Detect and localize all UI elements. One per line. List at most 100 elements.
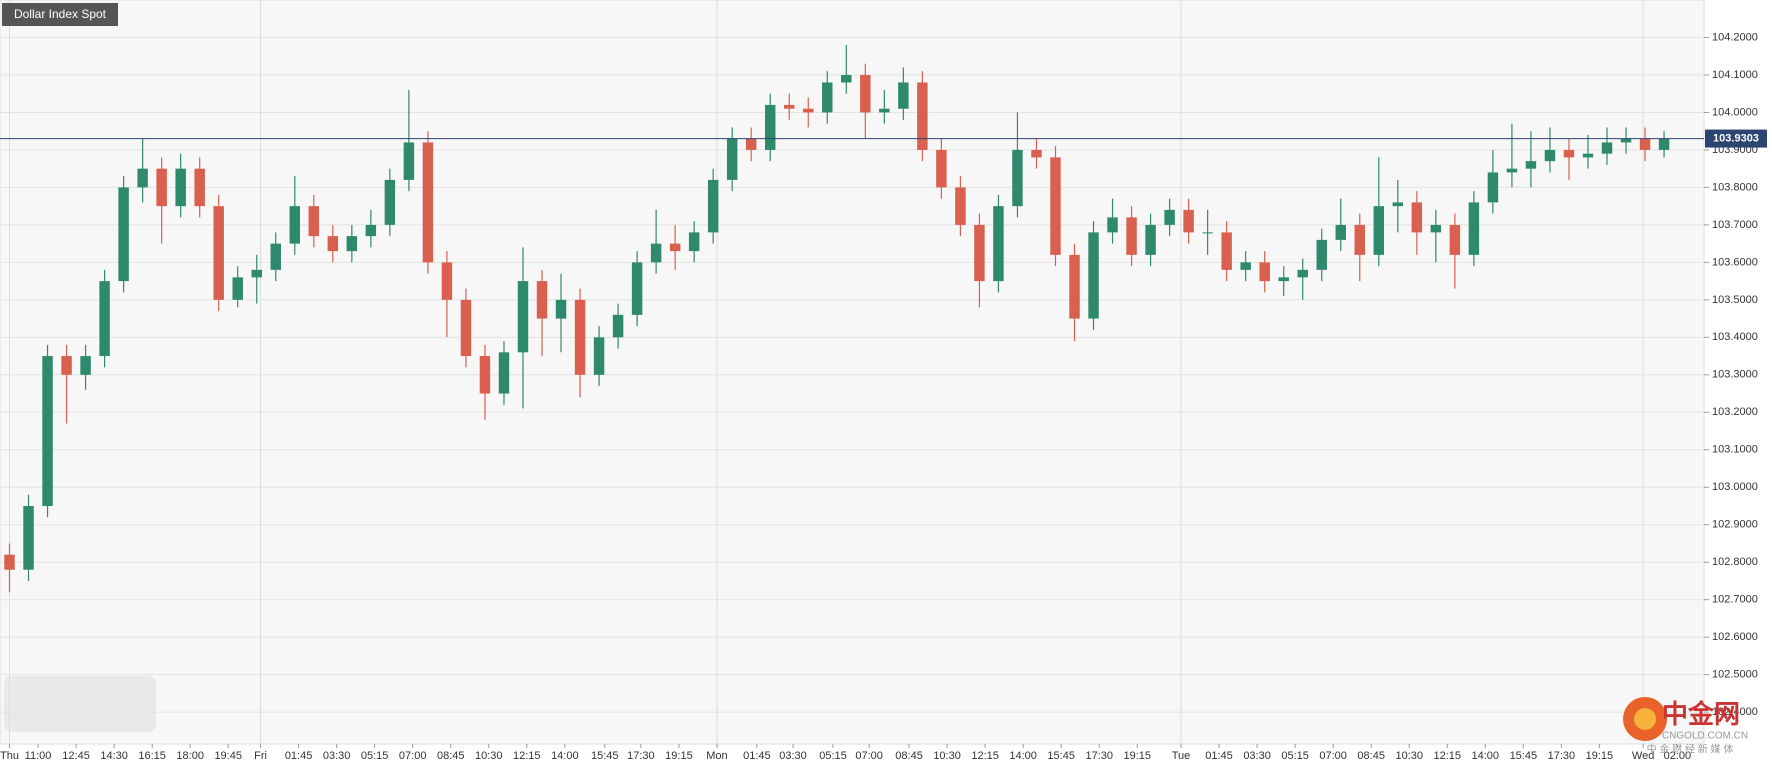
- candle-body: [365, 224, 377, 237]
- candle-body: [688, 232, 700, 252]
- x-tick-label: 16:15: [138, 750, 166, 762]
- x-tick-label: 05:15: [361, 750, 389, 762]
- candle-body: [1088, 232, 1099, 319]
- candle-body: [803, 108, 814, 113]
- x-tick-label: 05:15: [1281, 750, 1309, 762]
- last-price-label: 103.9303: [1713, 132, 1759, 144]
- candle-body: [1468, 202, 1480, 255]
- candle-body: [384, 179, 396, 225]
- x-tick-label: Mon: [706, 750, 727, 762]
- x-tick-label: 12:15: [1433, 750, 1461, 762]
- y-tick-label: 103.0000: [1712, 481, 1758, 493]
- candle-body: [1487, 172, 1499, 203]
- candle-body: [574, 299, 586, 375]
- candle-body: [1430, 224, 1442, 233]
- candle-body: [650, 243, 662, 263]
- candle-body: [137, 168, 148, 188]
- x-tick-label: 19:15: [1586, 750, 1614, 762]
- candle-body: [1259, 262, 1270, 282]
- y-tick-label: 102.6000: [1712, 631, 1758, 643]
- x-tick-label: 19:15: [1124, 750, 1152, 762]
- last-price-tag: [1705, 129, 1767, 148]
- y-tick-label: 104.0000: [1712, 106, 1758, 118]
- x-tick-label: 07:00: [855, 750, 883, 762]
- candle-body: [42, 356, 53, 506]
- y-tick-label: 103.7000: [1712, 219, 1758, 231]
- candle-body: [23, 505, 34, 570]
- x-tick-label: 07:00: [399, 750, 427, 762]
- candle-body: [61, 356, 72, 375]
- candle-body: [460, 299, 472, 357]
- x-tick-label: 19:45: [214, 750, 242, 762]
- y-tick-label: 102.4000: [1712, 706, 1758, 718]
- x-tick-label: 03:30: [1243, 750, 1271, 762]
- candle-body: [555, 299, 567, 319]
- candle-body: [327, 236, 339, 252]
- candle-body: [517, 281, 529, 353]
- candle-body: [860, 74, 871, 113]
- x-tick-label: 01:45: [743, 750, 771, 762]
- x-tick-label: 01:45: [1205, 750, 1233, 762]
- candle-body: [479, 356, 491, 394]
- x-tick-label: 14:00: [1472, 750, 1500, 762]
- x-tick-label: 08:45: [895, 750, 923, 762]
- candle-body: [974, 224, 985, 282]
- candle-body: [707, 179, 719, 233]
- logo-inner: [1634, 708, 1656, 730]
- candle-body: [1316, 239, 1327, 270]
- x-tick-label: 15:45: [1510, 750, 1538, 762]
- candle-body: [841, 74, 852, 83]
- candle-body: [175, 168, 186, 207]
- candle-body: [1506, 168, 1518, 173]
- candle-body: [745, 138, 757, 150]
- y-tick-label: 103.8000: [1712, 181, 1758, 193]
- candle-body: [1297, 269, 1308, 278]
- y-tick-label: 102.8000: [1712, 556, 1758, 568]
- candle-body: [422, 142, 434, 263]
- x-tick-label: 14:30: [100, 750, 128, 762]
- x-tick-label: 10:30: [933, 750, 961, 762]
- candle-body: [669, 243, 681, 252]
- y-tick-label: 103.4000: [1712, 331, 1758, 343]
- candle-body: [1601, 142, 1613, 154]
- candle-body: [118, 187, 129, 282]
- x-tick-label: Wed: [1632, 750, 1654, 762]
- x-tick-label: Tue: [1172, 750, 1191, 762]
- candle-body: [1164, 209, 1175, 225]
- candle-body: [936, 149, 947, 188]
- plot-area: [0, 0, 1705, 745]
- candle-body: [1031, 149, 1042, 158]
- candle-body: [1012, 149, 1023, 207]
- chart-title: Dollar Index Spot: [14, 7, 107, 21]
- candle-body: [80, 356, 91, 375]
- candle-body: [1411, 202, 1423, 233]
- candle-body: [1392, 202, 1404, 207]
- x-tick-label: 08:45: [437, 750, 465, 762]
- x-tick-label: 10:30: [475, 750, 503, 762]
- candle-body: [1145, 224, 1156, 255]
- candle-body: [955, 187, 966, 225]
- candle-body: [879, 108, 890, 113]
- x-tick-label: 14:00: [1009, 750, 1037, 762]
- x-tick-label: Fri: [254, 750, 267, 762]
- blurred-box: [4, 676, 156, 732]
- candle-body: [536, 281, 548, 319]
- candle-body: [612, 314, 624, 338]
- candle-body: [1202, 232, 1213, 234]
- x-tick-label: 15:45: [1047, 750, 1075, 762]
- candle-body: [726, 138, 738, 180]
- y-tick-label: 104.1000: [1712, 69, 1758, 81]
- x-tick-label: 02:00: [1664, 750, 1692, 762]
- y-tick-label: 103.3000: [1712, 369, 1758, 381]
- candle-body: [1069, 254, 1080, 319]
- candle-body: [1544, 149, 1556, 162]
- x-tick-label: 08:45: [1357, 750, 1385, 762]
- candle-body: [593, 337, 605, 375]
- x-tick-label: 03:30: [779, 750, 807, 762]
- candle-body: [1525, 161, 1537, 169]
- candle-body: [1335, 224, 1346, 240]
- candle-body: [822, 82, 833, 113]
- x-tick-label: 11:00: [25, 750, 52, 762]
- candle-body: [1240, 262, 1251, 270]
